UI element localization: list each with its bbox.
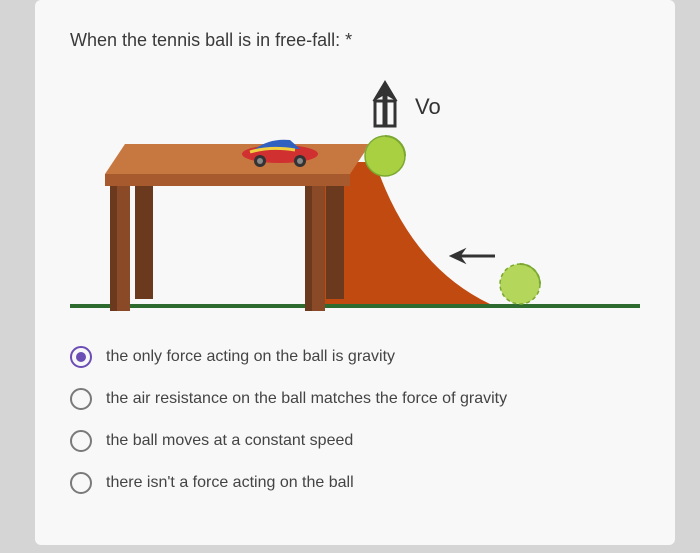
- option-label-1: the air resistance on the ball matches t…: [106, 390, 507, 408]
- radio-0[interactable]: [70, 346, 92, 368]
- vo-label: Vo: [415, 94, 441, 119]
- table-top-surface: [105, 144, 370, 174]
- velocity-arrow-left: [450, 249, 495, 263]
- physics-illustration: Vo: [70, 66, 640, 326]
- velocity-arrow-up: [373, 81, 397, 126]
- question-text: When the tennis ball is in free-fall: *: [70, 30, 640, 51]
- option-label-2: the ball moves at a constant speed: [106, 432, 353, 450]
- question-card: When the tennis ball is in free-fall: *: [35, 0, 675, 545]
- table-leg-back-right: [326, 174, 344, 299]
- radio-1[interactable]: [70, 388, 92, 410]
- option-0[interactable]: the only force acting on the ball is gra…: [70, 346, 640, 368]
- radio-3[interactable]: [70, 472, 92, 494]
- option-2[interactable]: the ball moves at a constant speed: [70, 430, 640, 452]
- table-leg-back-left: [135, 174, 153, 299]
- ground-line: [70, 304, 640, 308]
- option-1[interactable]: the air resistance on the ball matches t…: [70, 388, 640, 410]
- option-label-3: there isn't a force acting on the ball: [106, 474, 354, 492]
- option-label-0: the only force acting on the ball is gra…: [106, 348, 395, 366]
- radio-2[interactable]: [70, 430, 92, 452]
- table-top-edge: [105, 174, 350, 186]
- options-list: the only force acting on the ball is gra…: [70, 346, 640, 494]
- option-3[interactable]: there isn't a force acting on the ball: [70, 472, 640, 494]
